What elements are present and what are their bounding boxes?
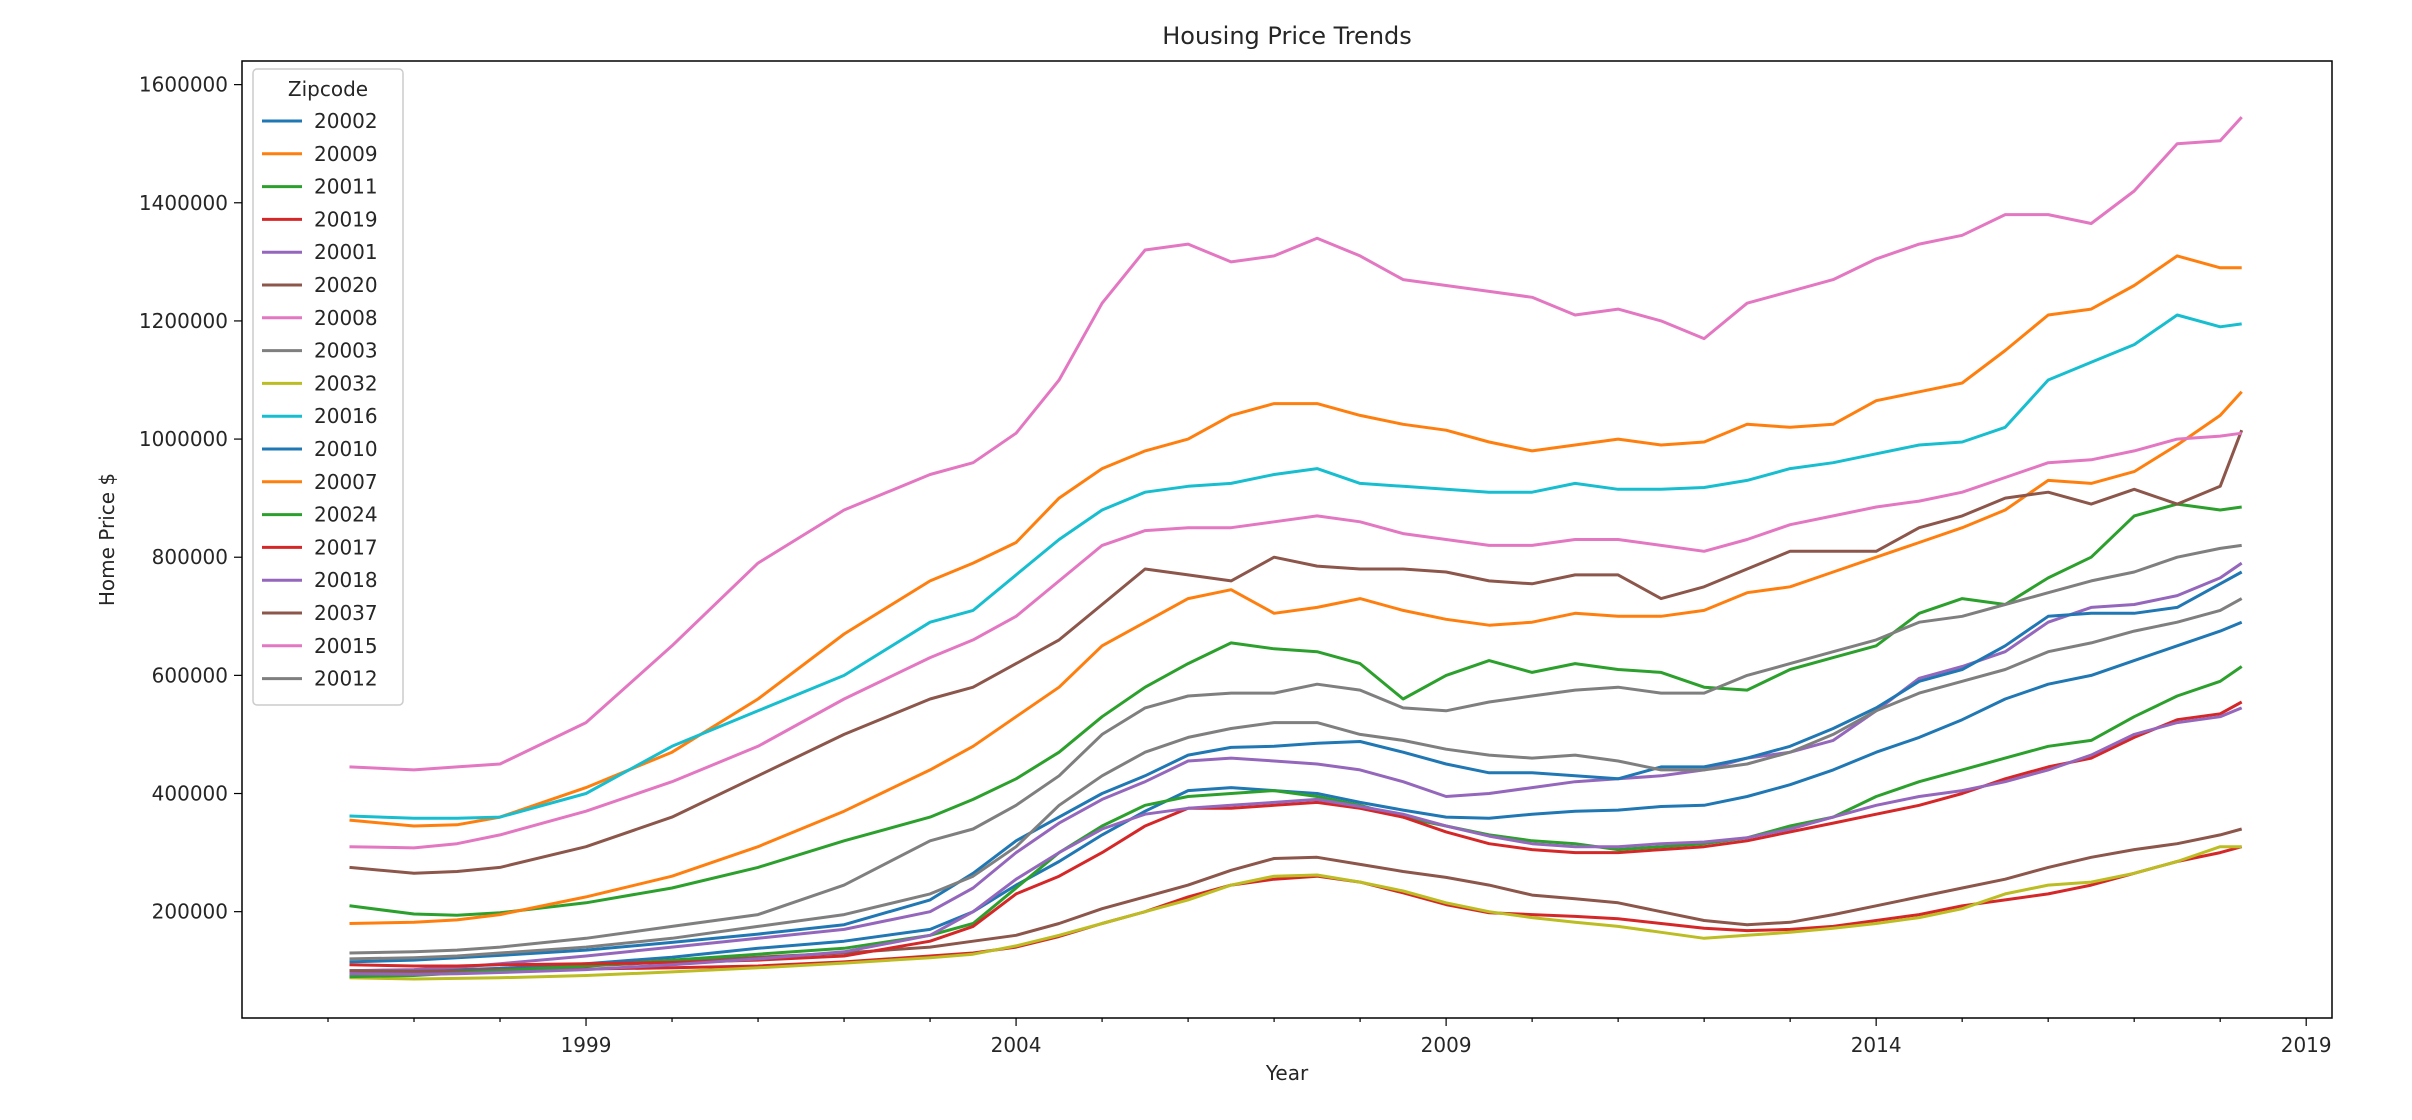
series-line-20011 bbox=[349, 502, 2242, 917]
legend-label: 20017 bbox=[314, 535, 378, 559]
legend: Zipcode 20002 20009 20011 20019 20001 20020 20… bbox=[252, 68, 404, 706]
x-tick-label: 2004 bbox=[991, 1033, 1042, 1057]
legend-label: 20003 bbox=[314, 339, 378, 363]
legend-label: 20009 bbox=[314, 142, 378, 166]
legend-label: 20016 bbox=[314, 404, 378, 428]
legend-label: 20001 bbox=[314, 240, 378, 264]
series-lines bbox=[349, 116, 2244, 981]
x-tick-label: 1999 bbox=[561, 1033, 612, 1057]
legend-label: 20012 bbox=[314, 667, 378, 691]
series-line-20037 bbox=[349, 429, 2244, 875]
legend-label: 20019 bbox=[314, 207, 378, 231]
y-axis-title: Home Price $ bbox=[95, 473, 119, 606]
y-tick-label: 800000 bbox=[152, 545, 228, 569]
series-line-20012 bbox=[349, 597, 2243, 961]
y-tick-label: 200000 bbox=[152, 900, 228, 924]
series-line-20002 bbox=[349, 620, 2243, 973]
legend-label: 20018 bbox=[314, 568, 378, 592]
series-line-20015 bbox=[349, 431, 2242, 850]
series-line-20016 bbox=[349, 313, 2242, 820]
x-tick-label: 2019 bbox=[2281, 1033, 2332, 1057]
series-line-20024 bbox=[349, 665, 2243, 979]
series-line-20032 bbox=[349, 845, 2242, 981]
plot-border bbox=[241, 60, 2333, 1019]
x-tick-label: 2014 bbox=[1851, 1033, 1902, 1057]
series-line-20003 bbox=[349, 543, 2242, 955]
y-tick-label: 600000 bbox=[152, 663, 228, 687]
y-tick-label: 1000000 bbox=[139, 427, 228, 451]
series-line-20017 bbox=[349, 700, 2243, 968]
legend-label: 20015 bbox=[314, 634, 378, 658]
series-line-20008 bbox=[349, 116, 2243, 772]
y-tick-label: 1400000 bbox=[139, 191, 228, 215]
x-tick-label: 2009 bbox=[1421, 1033, 1472, 1057]
series-line-20007 bbox=[349, 390, 2243, 925]
legend-label: 20037 bbox=[314, 601, 378, 625]
legend-label: 20020 bbox=[314, 273, 378, 297]
legend-label: 20002 bbox=[314, 109, 378, 133]
y-axis: 200000 400000 600000 800000 1000000 1200000 14… bbox=[139, 73, 242, 924]
series-line-20010 bbox=[349, 570, 2243, 964]
legend-label: 20010 bbox=[314, 437, 378, 461]
y-tick-label: 1200000 bbox=[139, 309, 228, 333]
legend-label: 20008 bbox=[314, 306, 378, 330]
series-line-20009 bbox=[349, 254, 2242, 828]
y-tick-label: 400000 bbox=[152, 782, 228, 806]
plot-area bbox=[241, 60, 2333, 1019]
legend-label: 20007 bbox=[314, 470, 378, 494]
x-axis: 1999 2004 2009 2014 2019 bbox=[327, 1018, 2332, 1057]
chart-title: Housing Price Trends bbox=[1162, 22, 1412, 50]
legend-title: Zipcode bbox=[288, 77, 368, 101]
legend-label: 20024 bbox=[314, 503, 378, 527]
legend-label: 20011 bbox=[314, 175, 378, 199]
y-tick-label: 1600000 bbox=[139, 73, 228, 97]
series-line-20018 bbox=[349, 706, 2243, 976]
legend-label: 20032 bbox=[314, 371, 378, 395]
x-axis-title: Year bbox=[1265, 1061, 1309, 1085]
